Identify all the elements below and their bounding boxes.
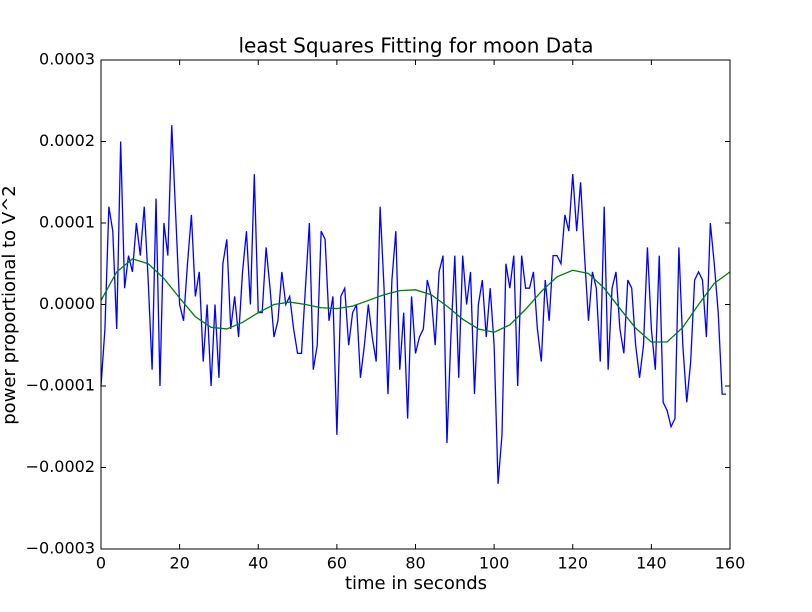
y-tick-label: 0.0000 xyxy=(39,294,95,313)
x-tick-label: 100 xyxy=(479,554,510,573)
y-tick-label: −0.0003 xyxy=(26,539,95,558)
data-line xyxy=(100,125,727,484)
x-tick-label: 120 xyxy=(557,554,588,573)
y-tick-label: −0.0002 xyxy=(26,457,95,476)
x-tick-label: 160 xyxy=(715,554,746,573)
x-tick-label: 40 xyxy=(248,554,268,573)
x-tick-label: 60 xyxy=(327,554,347,573)
x-tick-label: 20 xyxy=(169,554,189,573)
y-tick-label: 0.0003 xyxy=(39,50,95,69)
chart-title: least Squares Fitting for moon Data xyxy=(238,34,593,58)
y-tick-label: 0.0002 xyxy=(39,131,95,150)
x-tick-label: 0 xyxy=(96,554,106,573)
data-line xyxy=(100,258,731,343)
y-axis-label: power proportional to V^2 xyxy=(0,185,20,425)
plot-frame xyxy=(100,59,731,550)
x-tick-label: 140 xyxy=(636,554,667,573)
x-axis-label: time in seconds xyxy=(345,573,487,594)
y-tick-label: 0.0001 xyxy=(39,213,95,232)
y-tick-label: −0.0001 xyxy=(26,376,95,395)
x-tick-label: 80 xyxy=(405,554,425,573)
